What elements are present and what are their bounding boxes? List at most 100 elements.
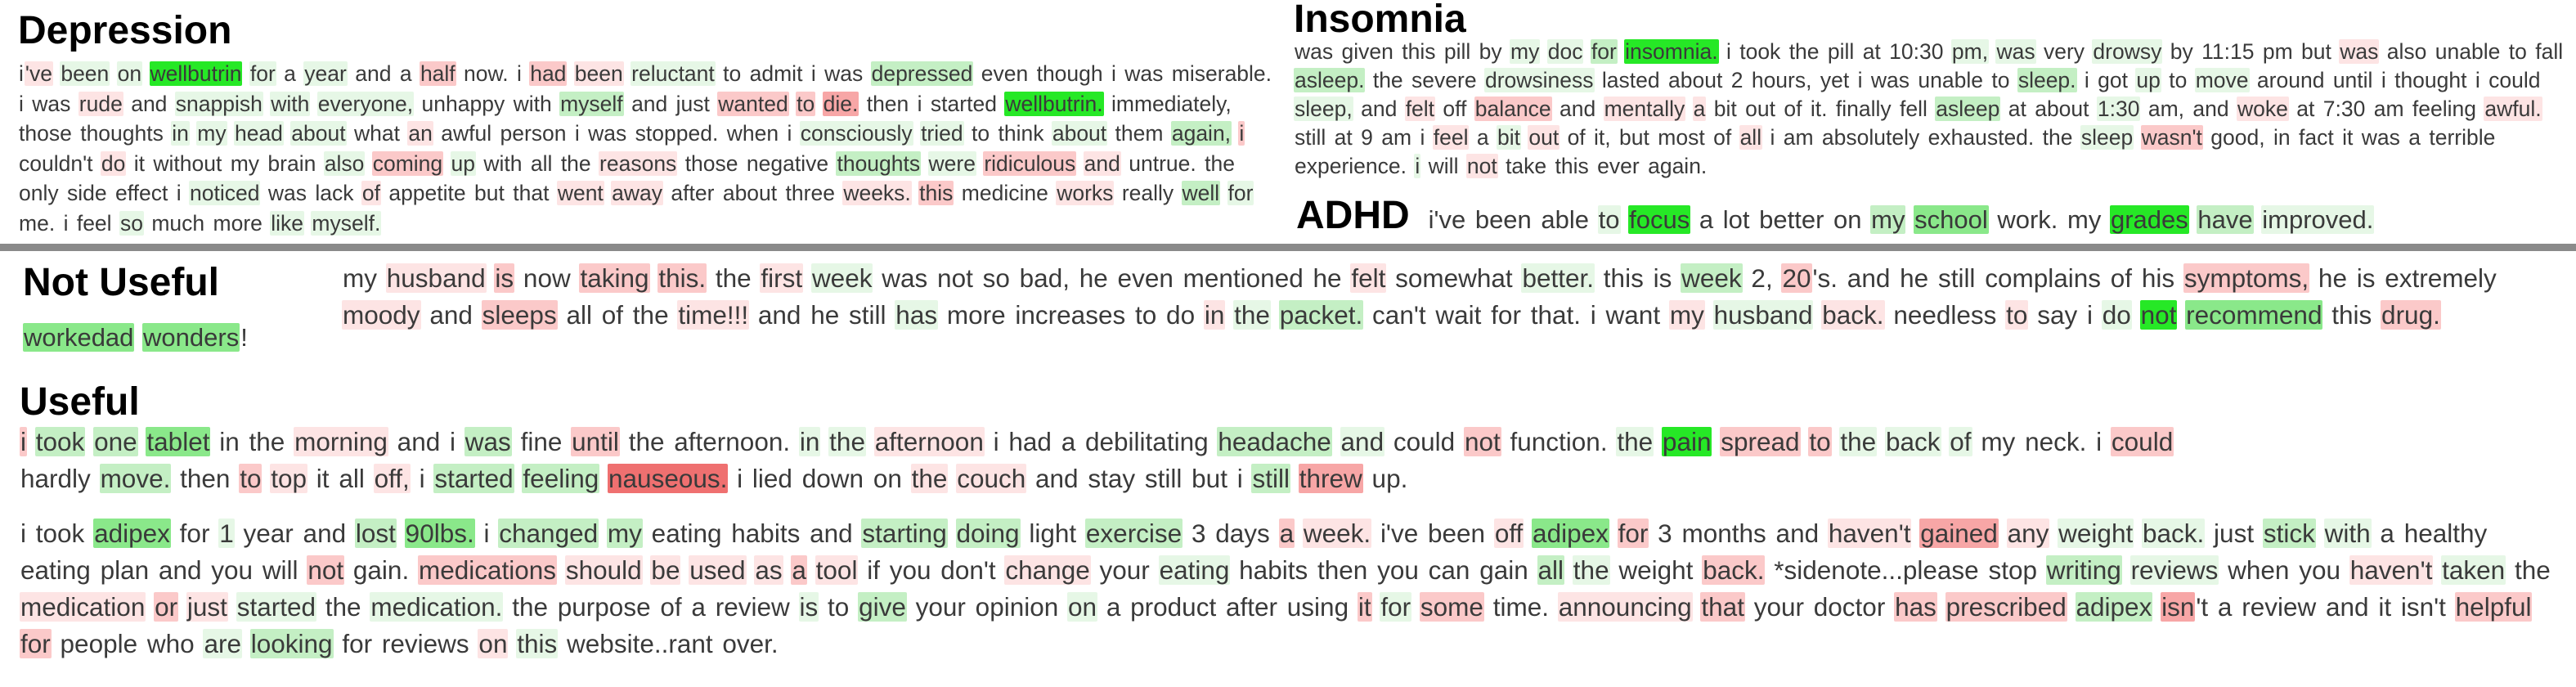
highlighted-token: untrue. [1129, 150, 1196, 176]
highlighted-token: been [1474, 205, 1532, 234]
highlighted-token: hours, [1751, 68, 1812, 92]
highlighted-token: your [1753, 592, 1804, 622]
highlighted-token: isn [2161, 592, 2196, 622]
highlighted-token: and [158, 555, 202, 585]
highlighted-token: he [1313, 263, 1342, 293]
highlighted-token: medicine [961, 181, 1048, 205]
highlighted-token: consciously [799, 121, 913, 146]
not-useful-review-panel: my husband is now taking this. the first… [342, 260, 2558, 334]
highlighted-token: brain [267, 150, 316, 176]
useful-review-2-text: i took adipex for 1 year and lost 90lbs.… [20, 515, 2563, 662]
highlighted-token: but [1192, 464, 1227, 493]
highlighted-token: opinion [975, 592, 1059, 622]
highlighted-token: half [419, 61, 456, 86]
highlighted-token: you [1377, 555, 1419, 585]
highlighted-token: are [203, 629, 242, 658]
highlighted-token: snappish [174, 91, 263, 116]
highlighted-token: 1:30 [2096, 97, 2141, 121]
highlighted-token: pm [2262, 39, 2293, 64]
highlighted-token: of [660, 592, 682, 622]
highlighted-token: habits [731, 519, 801, 548]
highlighted-token: and [2192, 97, 2229, 121]
highlighted-token: in [171, 121, 190, 146]
highlighted-token: up [450, 150, 477, 176]
highlighted-token: 3 [1658, 519, 1672, 548]
highlighted-token: to [972, 121, 990, 146]
highlighted-token: better. [1521, 263, 1595, 293]
highlighted-token: review [715, 592, 790, 622]
highlighted-token: it. [1810, 97, 1828, 121]
highlighted-token: effect [115, 181, 168, 205]
highlighted-token: was [824, 61, 864, 86]
highlighted-token: very [2043, 39, 2085, 64]
highlighted-token: helpful [2454, 592, 2533, 622]
highlighted-token: this [918, 181, 954, 205]
highlighted-token: pain [1661, 427, 1712, 456]
highlighted-token: exhausted. [1928, 125, 2035, 150]
highlighted-token: is [798, 592, 819, 622]
highlighted-token: lot [1722, 205, 1750, 234]
highlighted-token: most [1658, 125, 1705, 150]
highlighted-token: woke [2237, 97, 2289, 121]
highlighted-token: i [419, 464, 425, 493]
highlighted-token: those [19, 121, 72, 146]
highlighted-token: everyone, [316, 91, 415, 116]
highlighted-token: absolutely [1821, 125, 1920, 150]
highlighted-token: immediately, [1111, 91, 1232, 116]
highlighted-token: medication. [370, 592, 504, 622]
highlighted-token: my [606, 519, 643, 548]
highlighted-token: and [1361, 97, 1398, 121]
highlighted-token: out [1745, 97, 1775, 121]
highlighted-token: adipex [93, 519, 171, 548]
highlighted-token: is [2356, 263, 2376, 293]
highlighted-token: stick [2262, 519, 2316, 548]
depression-review-text: i've been on wellbutrin for a year and a… [18, 59, 1277, 238]
highlighted-token: myself. [311, 210, 382, 236]
highlighted-token: reviews [2129, 555, 2219, 585]
highlighted-token: wasn't [2140, 125, 2203, 150]
highlighted-token: awful [441, 121, 492, 146]
highlighted-token: the [560, 150, 591, 176]
highlighted-token: i [1238, 121, 1245, 146]
highlighted-token: a [1699, 205, 1714, 234]
highlighted-token: lasted [1601, 68, 1660, 92]
highlighted-token: away [611, 181, 664, 205]
highlighted-token: people [60, 629, 138, 658]
highlighted-token: my [196, 121, 227, 146]
highlighted-token: what [354, 121, 400, 146]
highlighted-token: ! [240, 323, 248, 352]
highlighted-token: back. [1821, 300, 1885, 330]
highlighted-token: week [1681, 263, 1743, 293]
highlighted-token: started [433, 464, 514, 493]
highlighted-token: could [2110, 427, 2174, 456]
highlighted-token: and [1340, 427, 1385, 456]
highlighted-token: change [1004, 555, 1091, 585]
highlighted-token: the [628, 427, 665, 456]
highlighted-token: drowsy [2092, 39, 2163, 64]
highlighted-token: the [512, 592, 548, 622]
highlighted-token: fall [2535, 39, 2564, 64]
highlighted-token: die. [822, 91, 859, 116]
highlighted-token: eating [651, 519, 722, 548]
highlighted-token: week [810, 263, 873, 293]
highlighted-token: year [303, 61, 348, 86]
highlighted-token: the [1572, 555, 1610, 585]
highlighted-token: changed [498, 519, 599, 548]
highlighted-token: about [290, 121, 347, 146]
highlighted-token: adipex [1532, 519, 1609, 548]
highlighted-token: this [2331, 300, 2372, 330]
highlighted-token: about [2035, 97, 2089, 121]
highlighted-token: he [810, 300, 840, 330]
highlighted-token: the [1205, 150, 1235, 176]
highlighted-token: threw [1298, 464, 1363, 493]
highlighted-token: was [464, 427, 512, 456]
highlighted-token: this [1555, 154, 1589, 178]
highlighted-token: on [478, 629, 509, 658]
highlighted-token: rude [78, 91, 123, 116]
highlighted-token: the [1616, 427, 1654, 456]
highlighted-token: drowsiness [1483, 68, 1595, 92]
highlighted-token: all [1537, 555, 1565, 585]
highlighted-token: purpose [557, 592, 651, 622]
highlighted-token: and [2326, 592, 2369, 622]
highlighted-token: thought [2394, 68, 2467, 92]
